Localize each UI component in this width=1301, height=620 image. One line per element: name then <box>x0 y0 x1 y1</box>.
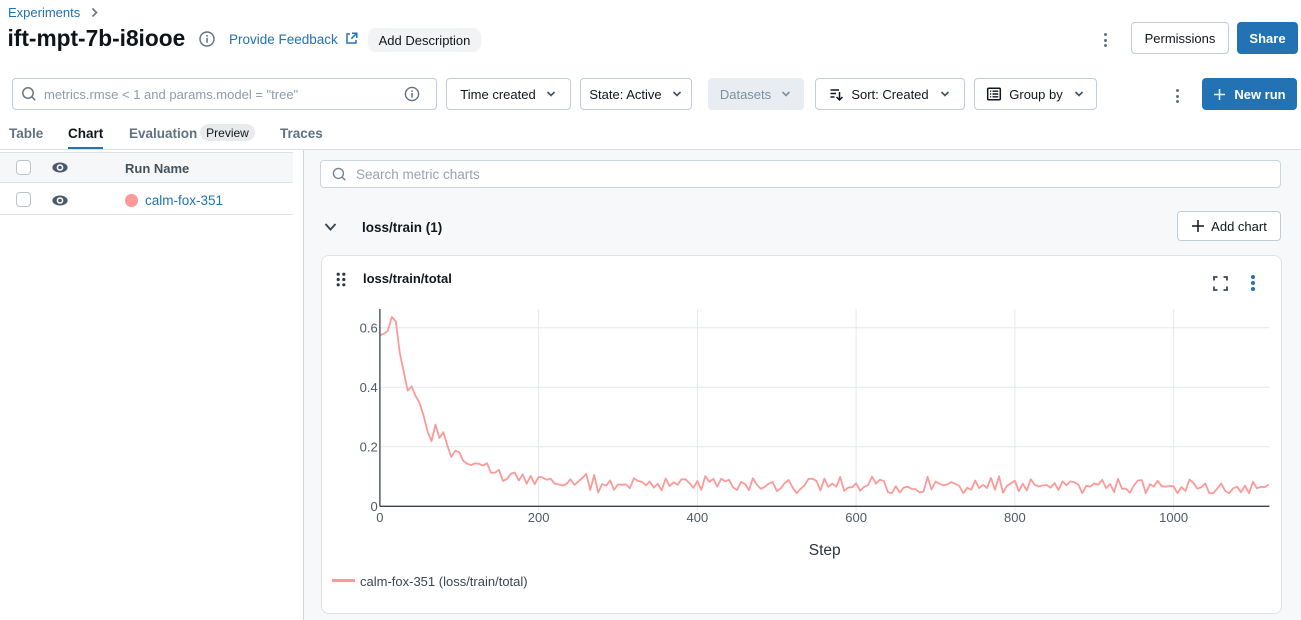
svg-text:0.6: 0.6 <box>359 320 377 335</box>
svg-text:0: 0 <box>370 498 377 513</box>
svg-text:200: 200 <box>527 510 549 525</box>
svg-text:0.4: 0.4 <box>359 379 377 394</box>
svg-text:400: 400 <box>686 510 708 525</box>
svg-text:0.2: 0.2 <box>359 439 377 454</box>
svg-text:0: 0 <box>376 510 383 525</box>
svg-text:800: 800 <box>1004 510 1026 525</box>
svg-text:Step: Step <box>808 542 840 559</box>
svg-text:1000: 1000 <box>1159 510 1188 525</box>
svg-text:600: 600 <box>845 510 867 525</box>
